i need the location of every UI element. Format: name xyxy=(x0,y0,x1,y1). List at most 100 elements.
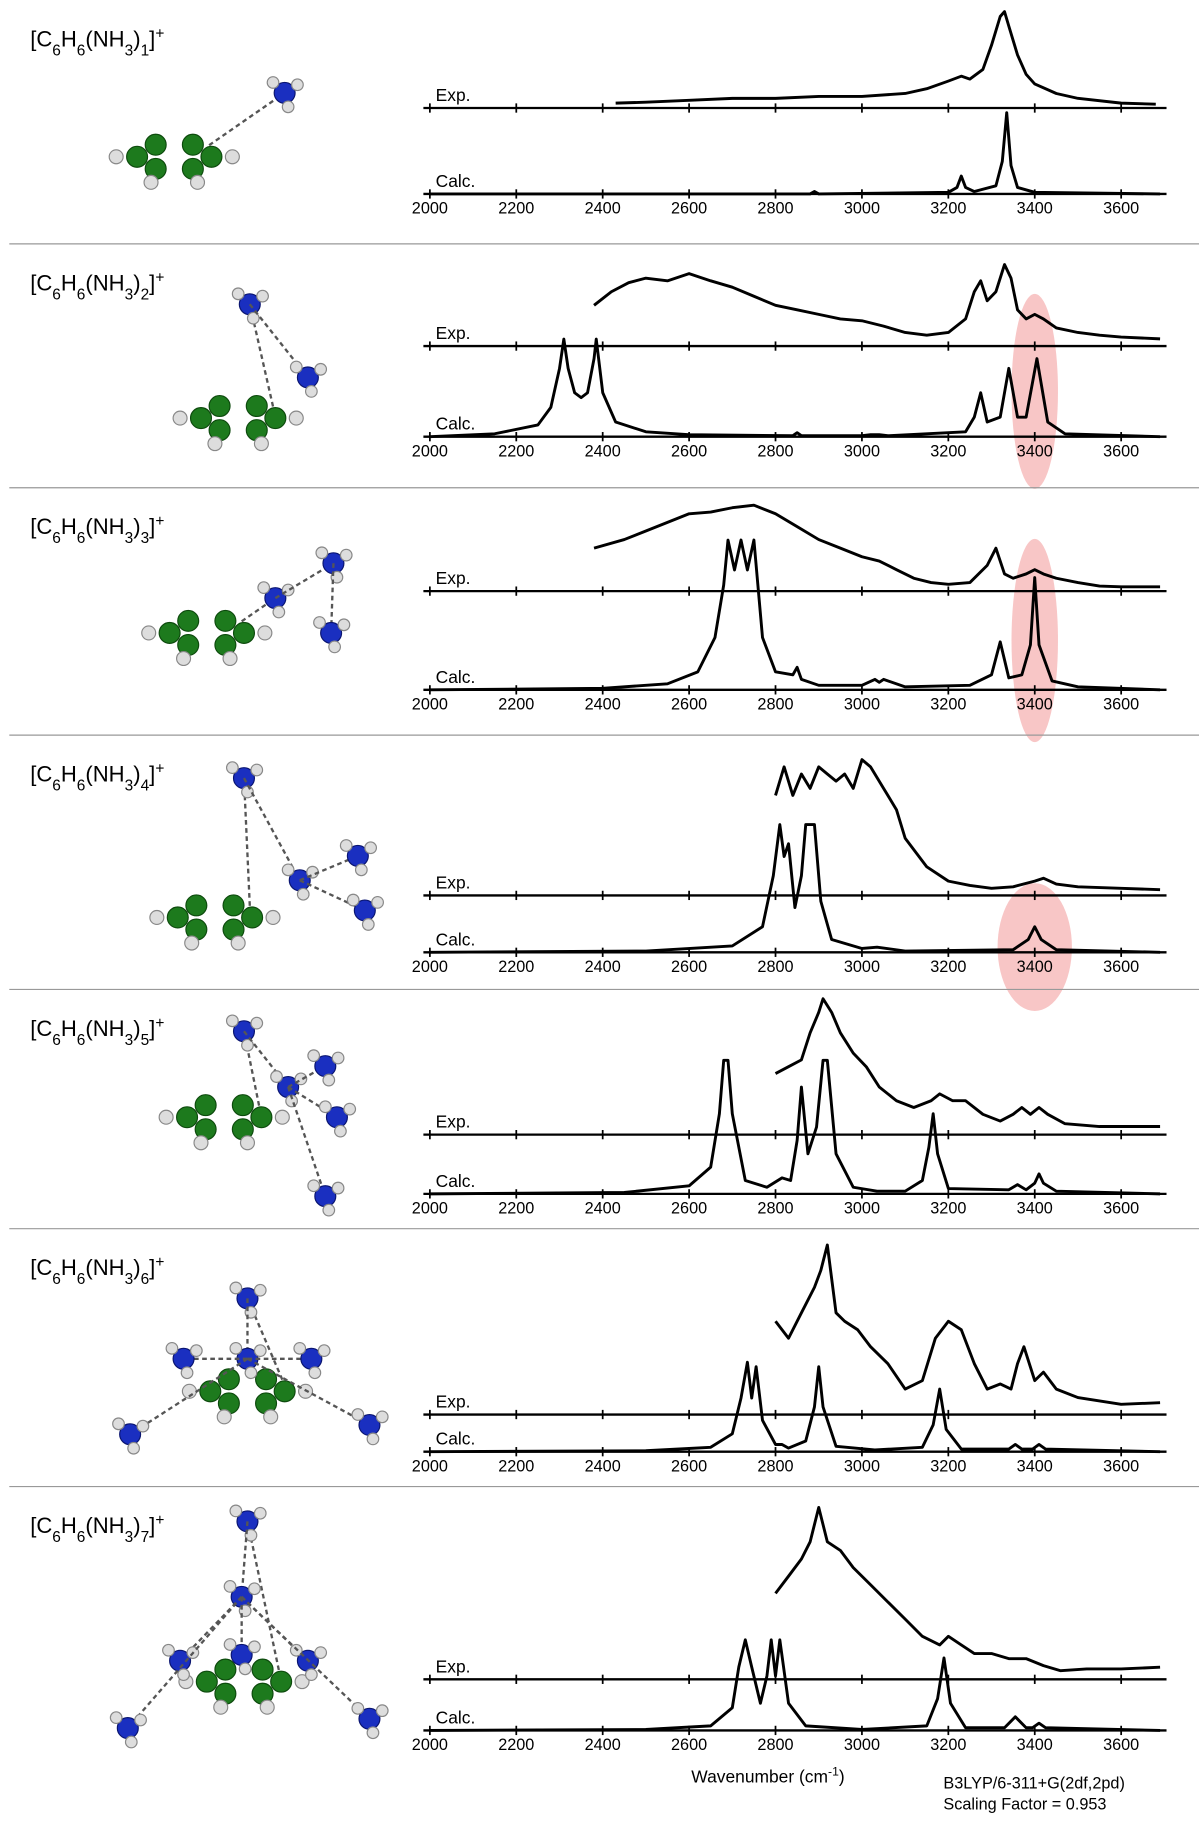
hydrogen-atom xyxy=(376,1705,388,1717)
hydrogen-atom xyxy=(323,1074,335,1086)
footnote: B3LYP/6-311+G(2df,2pd) xyxy=(943,1774,1124,1792)
hydrogen-atom xyxy=(275,1110,289,1124)
x-tick-label: 3000 xyxy=(844,958,880,976)
x-tick-label: 3000 xyxy=(844,1200,880,1218)
hydrogen-atom xyxy=(294,1343,306,1355)
hydrogen-atom xyxy=(166,1343,178,1355)
hydrogen-atom xyxy=(323,1204,335,1216)
exp-spectrum xyxy=(776,999,1161,1127)
panel-title-part: 3 xyxy=(125,777,134,794)
panel-title-part: H xyxy=(61,762,77,787)
hydrogen-atom xyxy=(230,1343,242,1355)
hydrogen-atom xyxy=(347,894,359,906)
panel-title: [C6H6(NH3)5]+ xyxy=(30,1014,164,1048)
series-label: Calc. xyxy=(436,171,476,191)
hydrogen-atom xyxy=(314,617,326,629)
x-tick-label: 2200 xyxy=(498,1457,534,1475)
hydrogen-atom xyxy=(232,288,244,300)
x-tick-label: 2400 xyxy=(585,696,621,714)
series-label: Exp. xyxy=(436,85,471,105)
panel-title-part: [C xyxy=(30,26,52,51)
carbon-atom xyxy=(232,1095,253,1116)
x-tick-label: 3200 xyxy=(930,200,966,218)
carbon-atom xyxy=(218,1369,239,1390)
hydrogen-atom xyxy=(318,1345,330,1357)
series-label: Exp. xyxy=(436,1112,471,1132)
hydrogen-atom xyxy=(308,1050,320,1062)
hydrogen-atom xyxy=(224,1639,236,1651)
panel-title-part: (NH xyxy=(85,762,124,787)
x-tick-label: 2800 xyxy=(757,1736,793,1754)
calc-spectrum xyxy=(430,113,1160,194)
carbon-atom xyxy=(246,396,267,417)
panel-title-part: ) xyxy=(133,1255,140,1280)
hydrogen-atom xyxy=(376,1411,388,1423)
panel-title: [C6H6(NH3)2]+ xyxy=(30,269,164,303)
hydrogen-atom xyxy=(194,1136,208,1150)
panel-title-part: 6 xyxy=(77,777,86,794)
figure: [C6H6(NH3)1]+200022002400260028003000320… xyxy=(0,0,1199,1821)
hydrogen-atom xyxy=(163,1644,175,1656)
hydrogen-atom xyxy=(249,1641,261,1653)
carbon-atom xyxy=(167,907,188,928)
panel-title: [C6H6(NH3)3]+ xyxy=(30,513,164,547)
x-tick-label: 2600 xyxy=(671,1457,707,1475)
exp-spectrum xyxy=(594,265,1160,339)
x-tick-label: 2200 xyxy=(498,1736,534,1754)
hydrogen-atom xyxy=(365,842,377,854)
x-axis-title-part: Wavenumber (cm xyxy=(691,1767,828,1787)
panel-title-part: 6 xyxy=(52,42,61,59)
x-tick-label: 2800 xyxy=(757,1457,793,1475)
hydrogen-atom xyxy=(142,626,156,640)
x-tick-label: 2600 xyxy=(671,958,707,976)
x-tick-label: 2400 xyxy=(585,1736,621,1754)
panel-title-part: ) xyxy=(133,514,140,539)
hydrogen-atom xyxy=(273,606,285,618)
hydrogen-atom xyxy=(254,1345,266,1357)
hydrogen-atom xyxy=(254,437,268,451)
hydrogen-atom xyxy=(329,641,341,653)
x-tick-label: 3400 xyxy=(1017,200,1053,218)
hydrogen-atom xyxy=(315,364,327,376)
carbon-atom xyxy=(195,1095,216,1116)
panel-title-part: [C xyxy=(30,514,52,539)
panel-title-part: H xyxy=(61,270,77,295)
panel-title: [C6H6(NH3)7]+ xyxy=(30,1511,164,1545)
panel-title-part: 6 xyxy=(77,286,86,303)
hydrogen-atom xyxy=(135,1714,147,1726)
panel-title-part: + xyxy=(155,1511,164,1528)
series-label: Calc. xyxy=(436,1429,476,1449)
x-tick-label: 3200 xyxy=(930,1736,966,1754)
x-axis-title-part: -1 xyxy=(828,1765,839,1779)
hydrogen-atom xyxy=(230,1282,242,1294)
x-tick-label: 2800 xyxy=(757,1200,793,1218)
hydrogen-atom xyxy=(217,1410,231,1424)
x-tick-label: 3400 xyxy=(1017,1736,1053,1754)
hydrogen-atom xyxy=(251,764,263,776)
panel-title-part: 6 xyxy=(77,42,86,59)
hydrogen-atom xyxy=(271,1071,283,1083)
panel-title-part: 6 xyxy=(77,1271,86,1288)
x-tick-label: 3000 xyxy=(844,442,880,460)
panel-title-part: H xyxy=(61,26,77,51)
x-tick-label: 2000 xyxy=(412,1200,448,1218)
x-tick-label: 2200 xyxy=(498,958,534,976)
hydrogen-atom xyxy=(282,864,294,876)
hydrogen-atom xyxy=(242,786,254,798)
hydrogen-atom xyxy=(267,77,279,89)
hydrogen-atom xyxy=(320,1101,332,1113)
x-tick-label: 3200 xyxy=(930,1457,966,1475)
exp-spectrum xyxy=(616,12,1156,105)
x-tick-label: 3200 xyxy=(930,958,966,976)
panel-title-part: + xyxy=(155,1014,164,1031)
hydrogen-atom xyxy=(125,1736,137,1748)
x-tick-label: 2400 xyxy=(585,442,621,460)
hydrogen-atom xyxy=(316,547,328,559)
x-tick-label: 3600 xyxy=(1103,200,1139,218)
hydrogen-atom xyxy=(308,1180,320,1192)
panel-title-part: 6 xyxy=(141,1271,150,1288)
hydrogen-atom xyxy=(352,1703,364,1715)
x-tick-label: 3400 xyxy=(1017,1200,1053,1218)
series-label: Calc. xyxy=(436,1707,476,1727)
hydrogen-atom xyxy=(282,101,294,113)
